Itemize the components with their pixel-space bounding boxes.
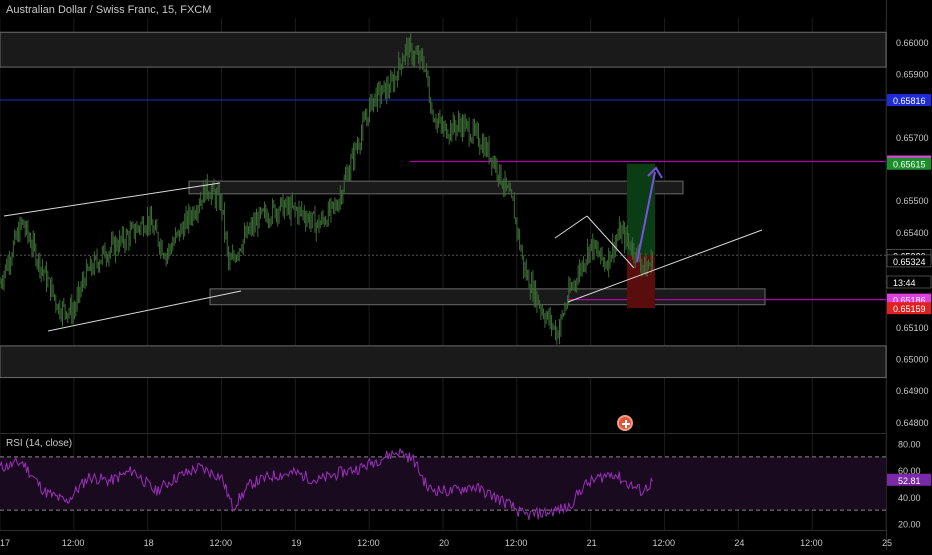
forecast-arrowhead (647, 166, 663, 179)
price-label-badge (887, 302, 931, 315)
price-label-badge (886, 275, 932, 289)
price-tick-label: 0.65500 (896, 196, 929, 206)
time-tick-label: 21 (587, 538, 597, 548)
chart-title: Australian Dollar / Swiss Franc, 15, FXC… (6, 4, 212, 16)
price-tick-label: 0.65000 (896, 355, 929, 365)
price-label-badge (887, 157, 931, 170)
time-tick-label: 17 (0, 538, 10, 548)
zone-bottom-demand (0, 345, 887, 379)
rsi-tick-label: 60.00 (898, 466, 921, 476)
zone-mid-box (188, 180, 684, 195)
trendline (47, 290, 242, 332)
price-label-badge (887, 94, 931, 107)
trendline (3, 182, 221, 217)
price-tick-label: 0.65900 (896, 69, 929, 79)
forecast-arrow (636, 171, 656, 263)
time-tick-label: 18 (144, 538, 154, 548)
time-tick-label: 24 (734, 538, 744, 548)
price-label-text: 0.65816 (893, 96, 926, 106)
add-plus-icon[interactable] (617, 415, 633, 431)
price-label-text: 0.65324 (893, 257, 926, 267)
price-tick-label: 0.65100 (896, 323, 929, 333)
zone-low-box (209, 288, 766, 306)
time-tick-label: 12:00 (505, 538, 528, 548)
price-label-text: 0.65186 (893, 296, 926, 306)
candles (0, 33, 654, 345)
price-label-text: 13:44 (893, 278, 916, 288)
price-tick-label: 0.64800 (896, 418, 929, 428)
price-tick-label: 0.65400 (896, 228, 929, 238)
time-tick-label: 20 (439, 538, 449, 548)
rsi-value-text: 52.81 (898, 476, 921, 486)
rsi-line (0, 448, 653, 520)
rsi-band (0, 456, 886, 511)
time-tick-label: 19 (291, 538, 301, 548)
price-label-text: 0.65159 (893, 304, 926, 314)
rsi-tick-label: 20.00 (898, 519, 921, 529)
time-tick-label: 12:00 (653, 538, 676, 548)
price-tick-label: 0.66000 (896, 38, 929, 48)
price-label-text: 0.65615 (893, 160, 926, 170)
rsi-tick-label: 40.00 (898, 493, 921, 503)
trendline (586, 215, 635, 269)
trendline (554, 215, 588, 239)
time-tick-label: 12:00 (357, 538, 380, 548)
zone-top-supply (0, 31, 887, 68)
time-tick-label: 12:00 (62, 538, 85, 548)
time-tick-label: 12:00 (800, 538, 823, 548)
price-tick-label: 0.64900 (896, 386, 929, 396)
rsi-value-badge (887, 473, 931, 486)
rsi-title: RSI (14, close) (6, 438, 73, 449)
time-tick-label: 12:00 (210, 538, 233, 548)
price-label-badge (886, 254, 932, 268)
time-tick-label: 25 (882, 538, 892, 548)
price-tick-label: 0.65700 (896, 133, 929, 143)
rsi-tick-label: 80.00 (898, 440, 921, 450)
trendline (567, 229, 763, 303)
